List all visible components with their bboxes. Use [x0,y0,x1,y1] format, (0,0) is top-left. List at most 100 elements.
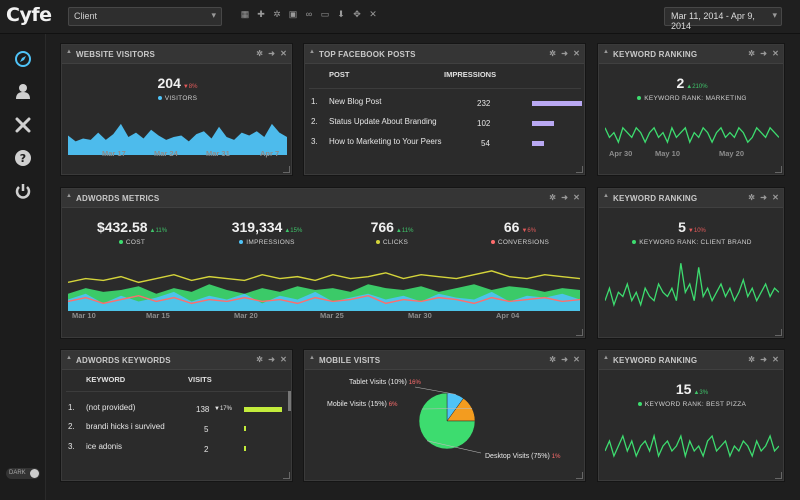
legend-dot [637,402,642,407]
widget-header[interactable]: ▲ KEYWORD RANKING ✲ ➜ ✕ [599,351,783,370]
client-select[interactable]: Client ▾ [68,7,222,26]
metric-change: ▲3% [693,390,709,396]
close-icon[interactable]: ✕ [280,355,287,364]
dark-mode-toggle[interactable]: DARK [6,468,40,479]
close-icon[interactable]: ✕ [573,355,580,364]
collapse-icon[interactable]: ▲ [66,49,73,55]
resize-handle[interactable] [775,166,782,173]
gear-icon[interactable]: ✲ [549,49,557,58]
monitor-icon[interactable]: ▭ [320,9,330,19]
legend-dot [490,240,495,245]
keyword-text[interactable]: ice adonis [86,442,123,451]
legend-dot [637,96,642,101]
metric-change: ▲210% [686,84,708,90]
close-icon[interactable]: ✕ [280,49,287,58]
metric-value: 5 [678,219,686,235]
share-icon[interactable]: ➜ [268,49,276,58]
resize-handle[interactable] [576,472,583,479]
gear-icon[interactable]: ✲ [549,193,557,202]
collapse-icon[interactable]: ▲ [66,193,73,199]
collapse-icon[interactable]: ▲ [603,49,610,55]
date-range-value: Mar 11, 2014 - Apr 9, 2014 [671,11,755,31]
widget-header[interactable]: ▲ WEBSITE VISITORS ✲ ➜ ✕ [62,45,291,64]
close-icon[interactable]: ✕ [573,49,580,58]
post-title[interactable]: Status Update About Branding [329,117,437,126]
close-icon[interactable]: ✕ [573,193,580,202]
share-icon[interactable]: ➜ [561,355,569,364]
widget-header[interactable]: ▲ KEYWORD RANKING ✲ ➜ ✕ [599,45,783,64]
post-title[interactable]: How to Marketing to Your Peers [329,137,442,146]
scrollbar[interactable] [288,391,291,411]
row-rank: 1. [68,403,75,412]
widget-header[interactable]: ▲ ADWORDS METRICS ✲ ➜ ✕ [62,189,584,208]
gear-icon[interactable]: ✲ [549,355,557,364]
keyword-rank-metric: 2 ▲210% KEYWORD RANK: MARKETING [599,75,785,102]
row-rank: 2. [311,117,318,126]
post-title[interactable]: New Blog Post [329,97,382,106]
widget-header[interactable]: ▲ ADWORDS KEYWORDS ✲ ➜ ✕ [62,351,291,370]
metric-value: 2 [676,75,685,91]
close-icon[interactable]: ✕ [369,9,377,19]
collapse-icon[interactable]: ▲ [309,49,316,55]
plus-icon[interactable]: ✚ [257,9,265,19]
impressions-bar [532,101,582,106]
image-icon[interactable]: ▣ [288,9,298,19]
share-icon[interactable]: ➜ [561,49,569,58]
adwords-multi-series-chart [68,270,580,311]
resize-handle[interactable] [775,329,782,336]
user-icon[interactable] [12,80,34,102]
power-icon[interactable] [12,180,34,202]
resize-handle[interactable] [283,166,290,173]
widget-header[interactable]: ▲ MOBILE VISITS ✲ ➜ ✕ [305,351,584,370]
gear-icon[interactable]: ✲ [748,49,756,58]
metric-change: ▲11% [149,228,168,234]
widget-title: KEYWORD RANKING [613,50,698,59]
pie-label: Tablet Visits (10%) 16% [349,379,421,386]
keyword-text[interactable]: brandi hicks i survived [86,422,165,431]
move-icon[interactable]: ✥ [353,9,361,19]
widget-title: KEYWORD RANKING [613,356,698,365]
widget-header[interactable]: ▲ TOP FACEBOOK POSTS ✲ ➜ ✕ [305,45,584,64]
keyword-visits: 2 [204,445,209,454]
gear-icon[interactable]: ✲ [748,355,756,364]
metric-value: 15 [675,381,692,397]
gear-icon[interactable]: ✲ [256,49,264,58]
date-range-picker[interactable]: Mar 11, 2014 - Apr 9, 2014 ▾ [664,7,782,31]
collapse-icon[interactable]: ▲ [603,355,610,361]
close-icon[interactable]: ✕ [772,49,779,58]
collapse-icon[interactable]: ▲ [603,193,610,199]
close-icon[interactable]: ✕ [772,193,779,202]
cyfe-logo[interactable]: Cyfe [6,4,52,26]
download-icon[interactable]: ⬇ [337,9,345,19]
share-icon[interactable]: ➜ [760,193,768,202]
tools-icon[interactable] [12,114,34,136]
resize-handle[interactable] [775,472,782,479]
resize-handle[interactable] [576,329,583,336]
rank-line [605,125,779,145]
resize-handle[interactable] [576,166,583,173]
share-icon[interactable]: ➜ [760,355,768,364]
resize-handle[interactable] [283,472,290,479]
metric-change: ▼10% [687,228,706,234]
column-header-post: POST [329,70,350,79]
share-icon[interactable]: ➜ [561,193,569,202]
gear-icon[interactable]: ✲ [748,193,756,202]
compass-icon[interactable] [12,48,34,70]
pie-leader-line [427,440,482,454]
collapse-icon[interactable]: ▲ [66,355,73,361]
close-icon[interactable]: ✕ [772,355,779,364]
pie-leader-line [414,386,456,395]
gear-icon[interactable]: ✲ [273,9,281,19]
link-icon[interactable]: ∞ [305,9,313,19]
collapse-icon[interactable]: ▲ [309,355,316,361]
grid-icon[interactable]: ▦ [240,9,250,19]
share-icon[interactable]: ➜ [760,49,768,58]
rank-line [605,433,779,459]
toolbar: ▦ ✚ ✲ ▣ ∞ ▭ ⬇ ✥ ✕ [240,9,378,19]
widget-header[interactable]: ▲ KEYWORD RANKING ✲ ➜ ✕ [599,189,783,208]
help-icon[interactable]: ? [12,147,34,169]
keyword-text[interactable]: (not provided) [86,403,136,412]
gear-icon[interactable]: ✲ [256,355,264,364]
share-icon[interactable]: ➜ [268,355,276,364]
impressions-bar [532,141,544,146]
